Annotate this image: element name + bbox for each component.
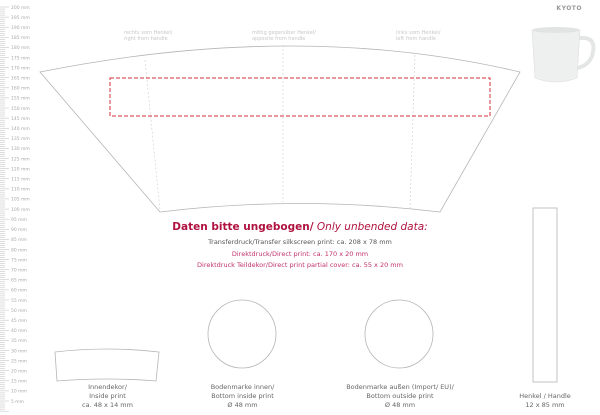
bottom-inside-circle	[207, 299, 277, 369]
bottom-outside-circle	[364, 299, 434, 369]
spec-direct: Direktdruck/Direct print: ca. 170 x 20 m…	[231, 250, 369, 258]
ruler-label: 80 mm	[11, 247, 27, 253]
caption-line: Ø 48 mm	[384, 401, 416, 409]
ruler-label: 125 mm	[11, 156, 30, 162]
ruler-label: 45 mm	[11, 318, 27, 324]
notice-bold: Daten bitte ungebogen/	[172, 221, 314, 233]
caption-line: Bottom outside print	[366, 392, 434, 400]
ruler-label: 200 mm	[11, 5, 30, 11]
direct-print-area	[109, 77, 491, 117]
ruler-label: 60 mm	[11, 288, 27, 294]
mug-image	[531, 27, 596, 83]
brand-logo: KYOTO	[556, 5, 582, 12]
ruler-label: 20 mm	[11, 368, 27, 374]
caption-line: Inside print	[89, 392, 126, 400]
ruler-label: 105 mm	[11, 197, 30, 203]
notice-italic: Only unbended data:	[313, 221, 428, 233]
ruler-label: 25 mm	[11, 358, 27, 364]
label-line: links vom Henkel/	[396, 30, 441, 36]
caption-line: Bodenmarke außen (Import/ EU)/	[346, 383, 454, 391]
guide-right-of-handle	[144, 59, 161, 211]
ruler-label: 30 mm	[11, 348, 27, 354]
ruler-label: 90 mm	[11, 227, 27, 233]
caption-line: Ø 48 mm	[227, 401, 258, 409]
guide-left-of-handle	[409, 54, 416, 209]
handle-print-area	[532, 207, 558, 383]
label-opposite-handle: mittig gegenüber Henkel/ opposite from h…	[252, 30, 316, 42]
caption-line: 12 x 85 mm	[525, 401, 565, 409]
caption-bottom-inside: Bodenmarke innen/ Bottom inside print Ø …	[175, 383, 310, 410]
mm-ruler: 5 mm 10 mm 15 mm 20 mm 25 mm 30 mm 35 mm 40 mm 4…	[0, 5, 30, 412]
ruler-label: 135 mm	[11, 136, 30, 142]
caption-line: Henkel / Handle	[519, 392, 571, 400]
spec-partial: Direktdruck Teildekor/Direct print parti…	[197, 261, 403, 269]
inside-print-shape	[54, 348, 160, 382]
mug-wrap-outline	[39, 45, 521, 213]
ruler-label: 65 mm	[11, 278, 27, 284]
ruler-label: 35 mm	[11, 338, 27, 344]
ruler-label: 70 mm	[11, 267, 27, 273]
ruler-label: 100 mm	[11, 207, 30, 213]
ruler-label: 40 mm	[11, 328, 27, 334]
label-line: mittig gegenüber Henkel/	[252, 30, 316, 36]
ruler-label: 165 mm	[11, 76, 30, 82]
ruler-label: 190 mm	[11, 25, 30, 31]
ruler-label: 175 mm	[11, 55, 30, 61]
caption-line: Bottom inside print	[211, 392, 274, 400]
ruler-label: 115 mm	[11, 177, 30, 183]
caption-inside-print: Innendekor/ Inside print ca. 48 x 14 mm	[40, 383, 175, 410]
ruler-label: 15 mm	[11, 379, 27, 385]
caption-bottom-outside: Bodenmarke außen (Import/ EU)/ Bottom ou…	[320, 383, 480, 410]
ruler-label: 95 mm	[11, 217, 27, 223]
unbended-data-notice: Daten bitte ungebogen/ Only unbended dat…	[0, 221, 600, 233]
ruler-label: 10 mm	[11, 389, 27, 395]
ruler-label: 150 mm	[11, 106, 30, 112]
label-left-from-handle: links vom Henkel/ left from handle	[396, 30, 440, 42]
ruler-label: 55 mm	[11, 298, 27, 304]
ruler-label: 110 mm	[11, 187, 30, 193]
ruler-label: 75 mm	[11, 257, 27, 263]
ruler-label: 170 mm	[11, 65, 30, 71]
ruler-label: 85 mm	[11, 237, 27, 243]
label-line: opposite from handle	[252, 36, 306, 42]
label-line: rechts vom Henkel/	[124, 30, 173, 36]
caption-line: Innendekor/	[88, 383, 127, 391]
ruler-label: 145 mm	[11, 116, 30, 122]
ruler-label: 130 mm	[11, 146, 30, 152]
caption-line: Bodenmarke innen/	[210, 383, 275, 391]
label-right-from-handle: rechts vom Henkel/ right from handle	[124, 30, 172, 42]
caption-line: ca. 48 x 14 mm	[82, 401, 133, 409]
label-line: left from handle	[396, 36, 436, 42]
ruler-label: 160 mm	[11, 86, 30, 92]
ruler-label: 120 mm	[11, 166, 30, 172]
ruler-label: 50 mm	[11, 308, 27, 314]
ruler-label: 195 mm	[11, 15, 30, 21]
ruler-label: 5 mm	[11, 399, 24, 405]
ruler-label: 155 mm	[11, 96, 30, 102]
ruler-label: 140 mm	[11, 126, 30, 132]
ruler-label: 185 mm	[11, 35, 30, 41]
caption-handle: Henkel / Handle 12 x 85 mm	[505, 392, 585, 410]
ruler-label: 180 mm	[11, 45, 30, 51]
label-line: right from handle	[124, 36, 168, 42]
spec-transfer: Transferdruck/Transfer silkscreen print:…	[208, 238, 392, 246]
